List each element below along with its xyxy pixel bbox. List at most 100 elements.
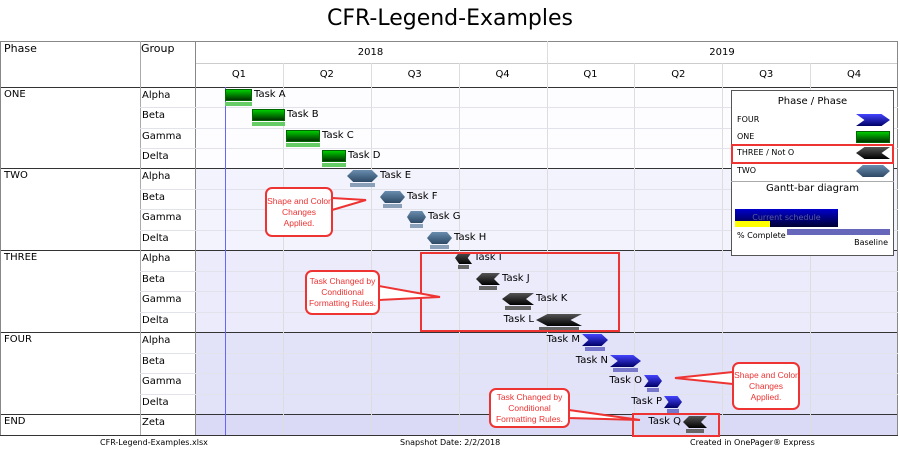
task-bar[interactable] [502,293,534,305]
task-label: Task H [454,232,487,243]
task-bar[interactable] [322,150,346,162]
row-line [140,209,898,210]
legend-swatch [856,165,890,177]
baseline-bar [225,102,252,106]
baseline-bar [647,388,659,392]
task-label: Task N [575,355,608,366]
task-bar[interactable] [536,314,582,326]
row-line [140,291,898,292]
task-bar[interactable] [582,334,608,346]
legend-swatch [856,147,890,159]
group-label: Beta [142,192,166,203]
task-bar[interactable] [427,232,452,244]
group-label: Gamma [142,376,182,387]
task-label: Task F [407,191,438,202]
phase-label: THREE [4,252,38,263]
task-label: Task M [546,334,580,345]
year-label: 2019 [709,47,735,58]
baseline-bar [430,245,449,249]
page-title: CFR-Legend-Examples [326,6,573,31]
task-label: Task J [502,273,530,284]
task-bar[interactable] [225,89,252,101]
row-line [140,353,898,354]
baseline-bar [479,286,497,290]
group-label: Zeta [142,417,166,428]
quarter-label: Q2 [671,69,686,80]
group-label: Delta [142,315,169,326]
group-label: Alpha [142,171,171,182]
task-bar[interactable] [644,375,662,387]
callout-conditional: Task Changed by Conditional Formatting R… [305,270,380,315]
quarter-line [634,63,636,435]
group-header: Group [141,42,175,55]
task-bar[interactable] [664,396,682,408]
baseline-bar [539,327,579,331]
quarter-label: Q4 [495,69,510,80]
task-label: Task D [348,150,381,161]
baseline-bar [667,409,679,413]
percent-complete-bar [735,221,770,227]
legend-swatch [856,114,890,126]
baseline-bar [505,306,531,310]
row-line [140,230,898,231]
task-label: Task C [322,130,354,141]
border-right [897,41,898,435]
quarter-label: Q1 [231,69,247,80]
baseline-bar [686,429,704,433]
group-label: Gamma [142,212,182,223]
phase-header: Phase [4,42,37,55]
group-label: Delta [142,233,169,244]
group-label: Gamma [142,294,182,305]
task-bar[interactable] [407,211,426,223]
group-label: Alpha [142,253,171,264]
legend-item-label: THREE / Not O [737,148,795,157]
task-bar[interactable] [455,252,472,264]
quarter-label: Q2 [319,69,334,80]
baseline-bar [410,224,423,228]
year-label: 2018 [357,47,384,58]
gantt-legend-title: Gantt-bar diagram [765,183,859,194]
callout-conditional: Task Changed by Conditional Formatting R… [489,388,570,428]
legend-title: Phase / Phase [777,96,848,107]
quarter-line [282,63,284,435]
row-line [140,148,898,149]
task-label: Task A [254,89,286,100]
task-bar[interactable] [286,130,320,142]
quarter-line [722,63,724,435]
baseline-bar [585,347,605,351]
quarter-label: Q4 [846,69,862,80]
legend-divider [731,181,894,182]
task-label: Task B [287,109,319,120]
baseline-bar [322,163,346,167]
phase-divider [0,87,898,88]
phase-label: ONE [4,89,26,100]
group-col-line [140,41,141,435]
highlight-box [420,252,620,332]
task-bar[interactable] [610,355,641,367]
baseline-bar [458,265,469,269]
baseline-legend-bar [787,229,890,235]
task-bar[interactable] [476,273,500,285]
header-top [0,41,898,42]
task-label: Task I [474,252,502,263]
baseline-bar [613,368,638,372]
baseline-bar [383,204,402,208]
row-line [140,271,898,272]
legend-item-label: FOUR [737,115,760,124]
task-bar[interactable] [380,191,405,203]
footer-file: CFR-Legend-Examples.xlsx [100,438,208,447]
task-bar[interactable] [683,416,707,428]
row-line [140,189,898,190]
current-schedule-label: Current schedule [752,213,821,222]
quarter-line [370,63,372,435]
group-label: Alpha [142,90,171,101]
quarter-line [546,41,548,435]
today-line [225,87,226,435]
phase-divider [0,332,898,333]
phase-label: FOUR [4,334,32,345]
legend-highlight [731,144,894,164]
task-bar[interactable] [347,170,378,182]
task-bar[interactable] [252,109,285,121]
task-label: Task O [609,375,642,386]
phase-divider [0,414,898,415]
